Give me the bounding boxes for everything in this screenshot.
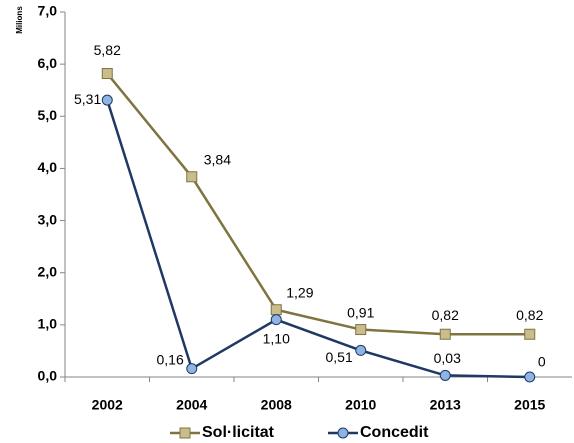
series-line [106, 99, 530, 379]
y-tick-label: 6,0 [38, 55, 58, 71]
marker [186, 171, 198, 183]
value-label: 3,84 [204, 151, 231, 167]
y-axis-label: Milions [15, 6, 24, 34]
marker [270, 304, 282, 316]
y-tick-label: 1,0 [38, 316, 58, 332]
marker [355, 324, 367, 336]
value-label: 0,82 [432, 307, 459, 323]
value-label: 1,10 [263, 330, 290, 346]
marker [270, 314, 282, 326]
marker [355, 344, 367, 356]
x-tick-label: 2015 [514, 397, 545, 413]
y-tick-label: 5,0 [38, 107, 58, 123]
y-tick-label: 0,0 [38, 368, 58, 384]
legend-label: Sol·licitat [202, 424, 275, 441]
marker [439, 369, 451, 381]
marker [524, 328, 536, 340]
value-label: 0,91 [347, 304, 374, 320]
y-tick-label: 2,0 [38, 263, 58, 279]
marker [101, 68, 113, 80]
value-label: 0 [538, 354, 546, 370]
value-label: 0,51 [326, 349, 353, 365]
marker [524, 371, 536, 383]
value-label: 1,29 [286, 284, 313, 300]
x-tick-label: 2002 [92, 397, 123, 413]
value-label: 0,03 [434, 350, 461, 366]
value-label: 5,31 [74, 91, 101, 107]
x-tick-label: 2004 [176, 397, 207, 413]
marker [439, 328, 451, 340]
x-tick-label: 2010 [345, 397, 376, 413]
value-label: 0,16 [157, 351, 184, 367]
legend-marker [337, 427, 349, 439]
value-label: 0,82 [516, 307, 543, 323]
legend-label: Concedit [360, 424, 429, 441]
y-tick-label: 3,0 [38, 211, 58, 227]
marker [186, 363, 198, 375]
x-tick-label: 2013 [430, 397, 461, 413]
legend-marker [179, 427, 191, 439]
marker [101, 94, 113, 106]
x-tick-label: 2008 [261, 397, 292, 413]
y-tick-label: 4,0 [38, 159, 58, 175]
y-tick-label: 7,0 [38, 3, 58, 19]
series-line [106, 72, 530, 336]
value-label: 5,82 [94, 42, 121, 58]
